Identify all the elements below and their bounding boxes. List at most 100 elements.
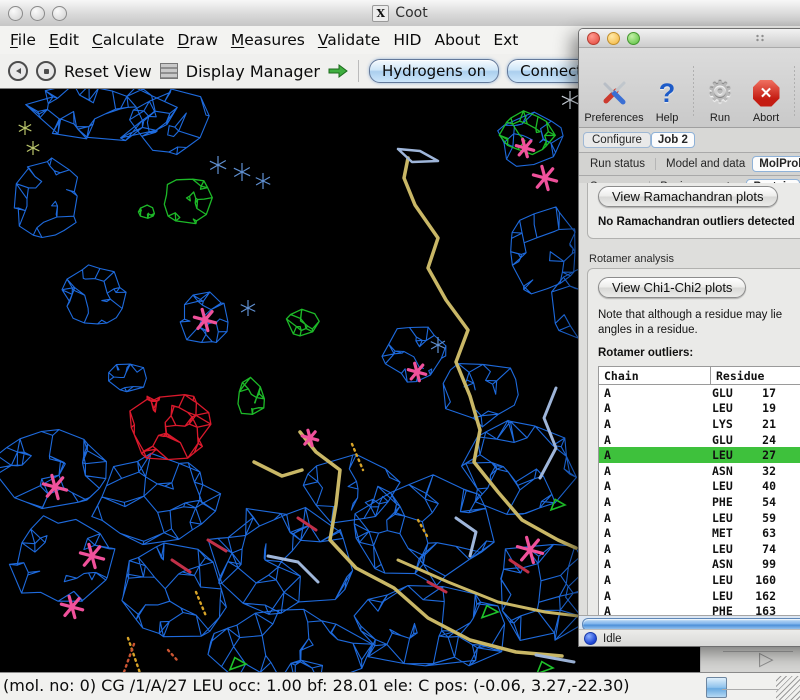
- rotamer-row[interactable]: A LEU 19: [599, 401, 800, 417]
- tab-run-status[interactable]: Run status: [590, 158, 645, 170]
- chain-cell: A: [604, 416, 611, 431]
- help-label: Help: [655, 112, 679, 124]
- atom-cross-marker: [255, 173, 271, 189]
- tools-icon: [599, 76, 629, 110]
- density-mesh-blue: [353, 585, 506, 667]
- view-chi1-chi2-plots-button[interactable]: View Chi1-Chi2 plots: [598, 277, 747, 298]
- rotamer-outliers-table: Chain Residue A GLU 17 A LEU 19 A LYS 21 A GLU 24 A L…: [598, 366, 800, 615]
- menu-validate[interactable]: Validate: [317, 31, 381, 49]
- model-backbone-stick: [252, 460, 304, 478]
- density-mesh-blue: [8, 515, 116, 602]
- rotamer-row[interactable]: A LEU 40: [599, 479, 800, 495]
- density-mesh-blue: [460, 419, 578, 515]
- rotamer-row[interactable]: A GLU 24: [599, 432, 800, 448]
- rotamer-row[interactable]: A LEU 162: [599, 588, 800, 604]
- run-button[interactable]: ⚙ Run: [698, 76, 742, 124]
- display-manager-button[interactable]: Display Manager: [185, 61, 320, 81]
- model-stick: [206, 538, 228, 553]
- rotamer-row[interactable]: A MET 63: [599, 525, 800, 541]
- title-bar: X Coot: [0, 0, 800, 27]
- chain-cell: A: [604, 479, 611, 494]
- menu-ext[interactable]: Ext: [493, 31, 519, 49]
- rotamer-row-selected[interactable]: A LEU 27: [599, 447, 800, 463]
- dialog-toolbar-separator2: [794, 66, 795, 118]
- ramachandran-status-text: No Ramachandran outliers detected: [598, 216, 795, 228]
- window-minimize-button[interactable]: [30, 5, 45, 21]
- window-close-button[interactable]: [8, 5, 23, 21]
- menu-file[interactable]: File: [10, 31, 36, 49]
- hydrogens-toggle-button[interactable]: Hydrogens on: [368, 59, 500, 83]
- toolbar-separator: [357, 60, 359, 82]
- chain-column-header[interactable]: Chain: [599, 367, 711, 384]
- menu-hid[interactable]: HID: [393, 31, 422, 49]
- menu-edit[interactable]: Edit: [48, 31, 79, 49]
- view-ramachandran-plots-button[interactable]: View Ramachandran plots: [598, 186, 778, 207]
- rotamer-outliers-label: Rotamer outliers:: [598, 347, 694, 359]
- abort-button[interactable]: ✕ Abort: [742, 76, 790, 124]
- density-mesh-red: [129, 394, 212, 461]
- tab-configure[interactable]: Configure: [583, 132, 651, 148]
- green-triangle-marker: [228, 656, 248, 671]
- display-manager-icon: [159, 63, 178, 79]
- go-arrow-icon[interactable]: [328, 64, 348, 78]
- residue-column-header[interactable]: Residue: [716, 368, 765, 383]
- atom-cross-marker: [209, 156, 227, 174]
- residue-number-cell: 32: [762, 463, 776, 478]
- menu-measures[interactable]: Measures: [230, 31, 305, 49]
- dialog-grip-dots: [755, 34, 765, 42]
- rotamer-row[interactable]: A ASN 99: [599, 557, 800, 573]
- record-view-icon[interactable]: [36, 61, 56, 81]
- difference-cross-marker: [59, 594, 85, 620]
- molprobity-dialog: Preferences ? Help ⚙ Run ✕ Abort A Confi…: [578, 28, 800, 647]
- rotamer-row[interactable]: A LYS 21: [599, 416, 800, 432]
- expander-triangle-icon[interactable]: ▷: [759, 648, 774, 670]
- scale-indicator[interactable]: [706, 677, 727, 698]
- rotamer-row[interactable]: A ASN 32: [599, 463, 800, 479]
- model-backbone-stick: [402, 156, 578, 550]
- rotamer-row[interactable]: A PHE 163: [599, 603, 800, 615]
- dialog-zoom-button[interactable]: [627, 31, 640, 45]
- chain-cell: A: [604, 526, 611, 541]
- residue-name-cell: LEU: [712, 541, 733, 556]
- tab-molprobity[interactable]: MolProbity: [752, 156, 800, 172]
- dialog-minimize-button[interactable]: [607, 31, 620, 45]
- tab-separator: [654, 158, 656, 170]
- dialog-close-button[interactable]: [587, 31, 600, 45]
- tab-job-2[interactable]: Job 2: [650, 132, 695, 148]
- residue-name-cell: ASN: [712, 463, 733, 478]
- density-mesh-blue: [121, 542, 227, 638]
- panel-divider: [723, 651, 793, 652]
- model-backbone-stick: [298, 430, 564, 658]
- menu-calculate[interactable]: Calculate: [91, 31, 165, 49]
- density-mesh-green: [498, 110, 556, 156]
- preferences-button[interactable]: Preferences: [583, 76, 645, 124]
- preferences-label: Preferences: [584, 112, 644, 124]
- rotamer-row[interactable]: A LEU 160: [599, 572, 800, 588]
- undo-view-icon[interactable]: [8, 61, 28, 81]
- residue-number-cell: 162: [755, 588, 776, 603]
- density-mesh-blue: [207, 506, 354, 615]
- residue-name-cell: ASN: [712, 557, 733, 572]
- reset-view-button[interactable]: Reset View: [64, 61, 152, 81]
- density-mesh-blue: [353, 474, 495, 587]
- chain-cell: A: [604, 385, 611, 400]
- window-zoom-button[interactable]: [52, 5, 67, 21]
- chain-cell: A: [604, 588, 611, 603]
- density-mesh-green: [163, 178, 213, 225]
- chain-cell: A: [604, 604, 611, 615]
- rotamer-row[interactable]: A LEU 59: [599, 510, 800, 526]
- horizontal-scrollbar[interactable]: [579, 615, 800, 631]
- rotamer-row[interactable]: A PHE 54: [599, 494, 800, 510]
- rotamer-row[interactable]: A LEU 74: [599, 541, 800, 557]
- menu-draw[interactable]: Draw: [177, 31, 218, 49]
- residue-name-cell: MET: [712, 526, 733, 541]
- tab-model-and-data[interactable]: Model and data: [665, 158, 746, 170]
- rotamer-row[interactable]: A GLU 17: [599, 385, 800, 401]
- help-button[interactable]: ? Help: [645, 76, 689, 125]
- atom-cross-marker: [26, 141, 40, 155]
- resize-grip[interactable]: [776, 676, 800, 700]
- green-triangle-marker: [549, 498, 567, 512]
- residue-name-cell: LEU: [712, 510, 733, 525]
- menu-about[interactable]: About: [434, 31, 481, 49]
- abort-icon: ✕: [752, 76, 780, 110]
